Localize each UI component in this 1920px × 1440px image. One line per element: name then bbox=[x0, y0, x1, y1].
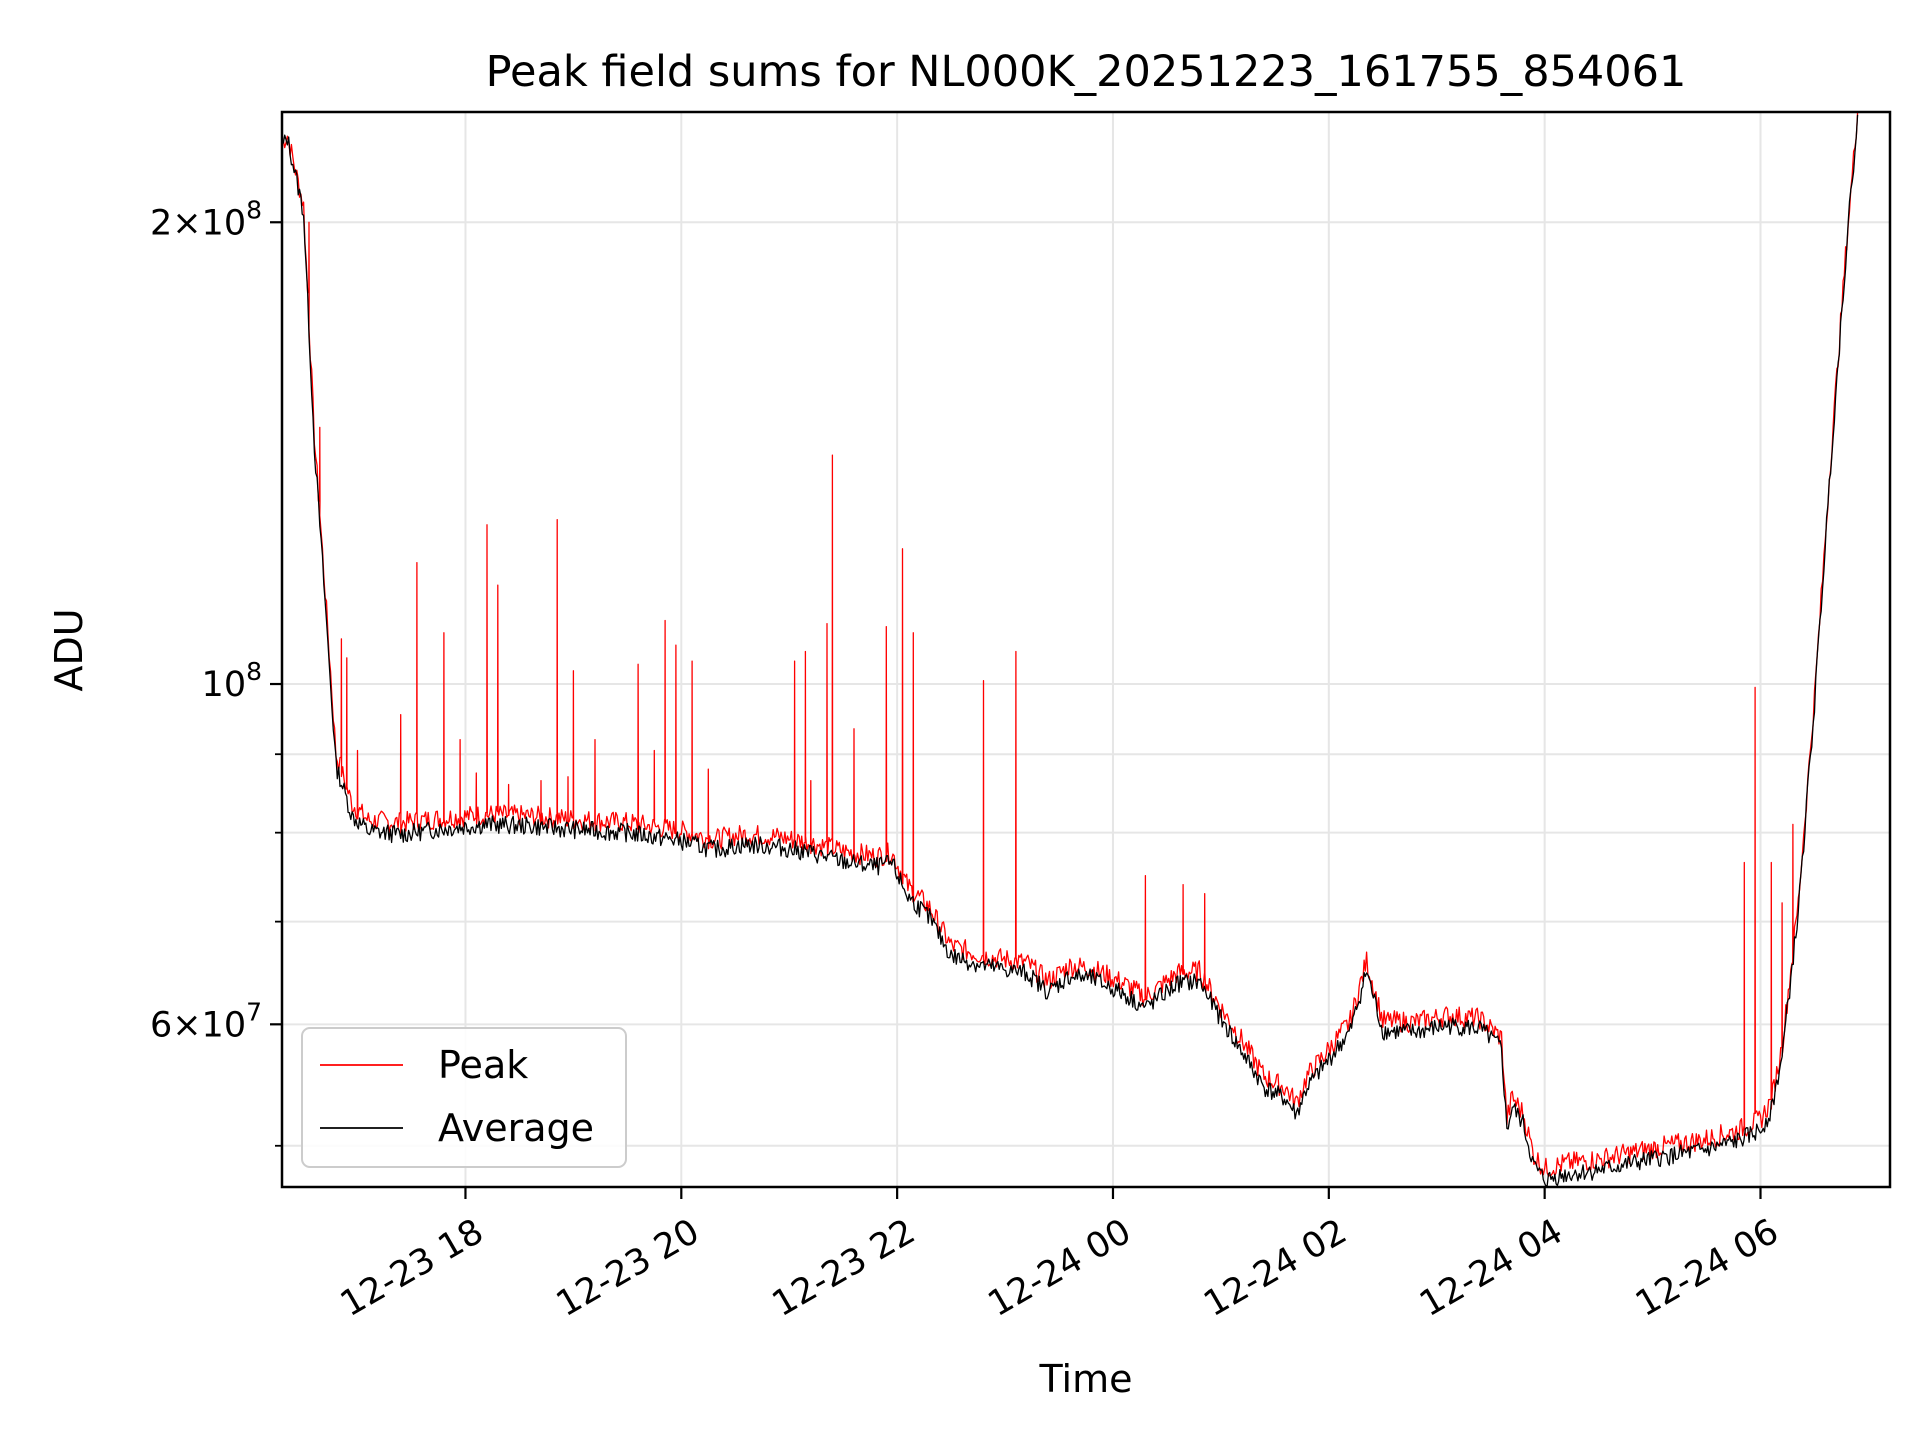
plot-area bbox=[282, 112, 1859, 1187]
chart-title: Peak field sums for NL000K_20251223_1617… bbox=[486, 47, 1687, 97]
legend-label-peak: Peak bbox=[438, 1043, 528, 1087]
x-tick-label: 12-23 20 bbox=[550, 1212, 706, 1325]
legend: Peak Average bbox=[301, 1027, 627, 1168]
x-tick-label: 12-24 00 bbox=[982, 1212, 1138, 1325]
x-tick-label: 12-24 06 bbox=[1629, 1212, 1785, 1325]
x-tick-label: 12-23 18 bbox=[334, 1212, 490, 1325]
y-axis-label: ADU bbox=[47, 608, 91, 691]
x-tick-label: 12-24 02 bbox=[1197, 1212, 1353, 1325]
grid-layer bbox=[282, 112, 1890, 1187]
x-axis-label: Time bbox=[1039, 1357, 1133, 1401]
legend-label-average: Average bbox=[438, 1106, 594, 1150]
x-tick-label: 12-24 04 bbox=[1413, 1212, 1569, 1325]
series-layer bbox=[282, 112, 1859, 1187]
plot-frame bbox=[280, 110, 1892, 1189]
y-tick-label: 6×107 bbox=[150, 997, 262, 1045]
series-line-peak bbox=[282, 112, 1859, 1177]
series-line-average bbox=[282, 114, 1859, 1187]
x-tick-label: 12-23 22 bbox=[766, 1212, 922, 1325]
y-tick-label: 108 bbox=[202, 657, 262, 705]
legend-box bbox=[301, 1027, 627, 1168]
y-tick-label: 2×108 bbox=[150, 195, 262, 243]
